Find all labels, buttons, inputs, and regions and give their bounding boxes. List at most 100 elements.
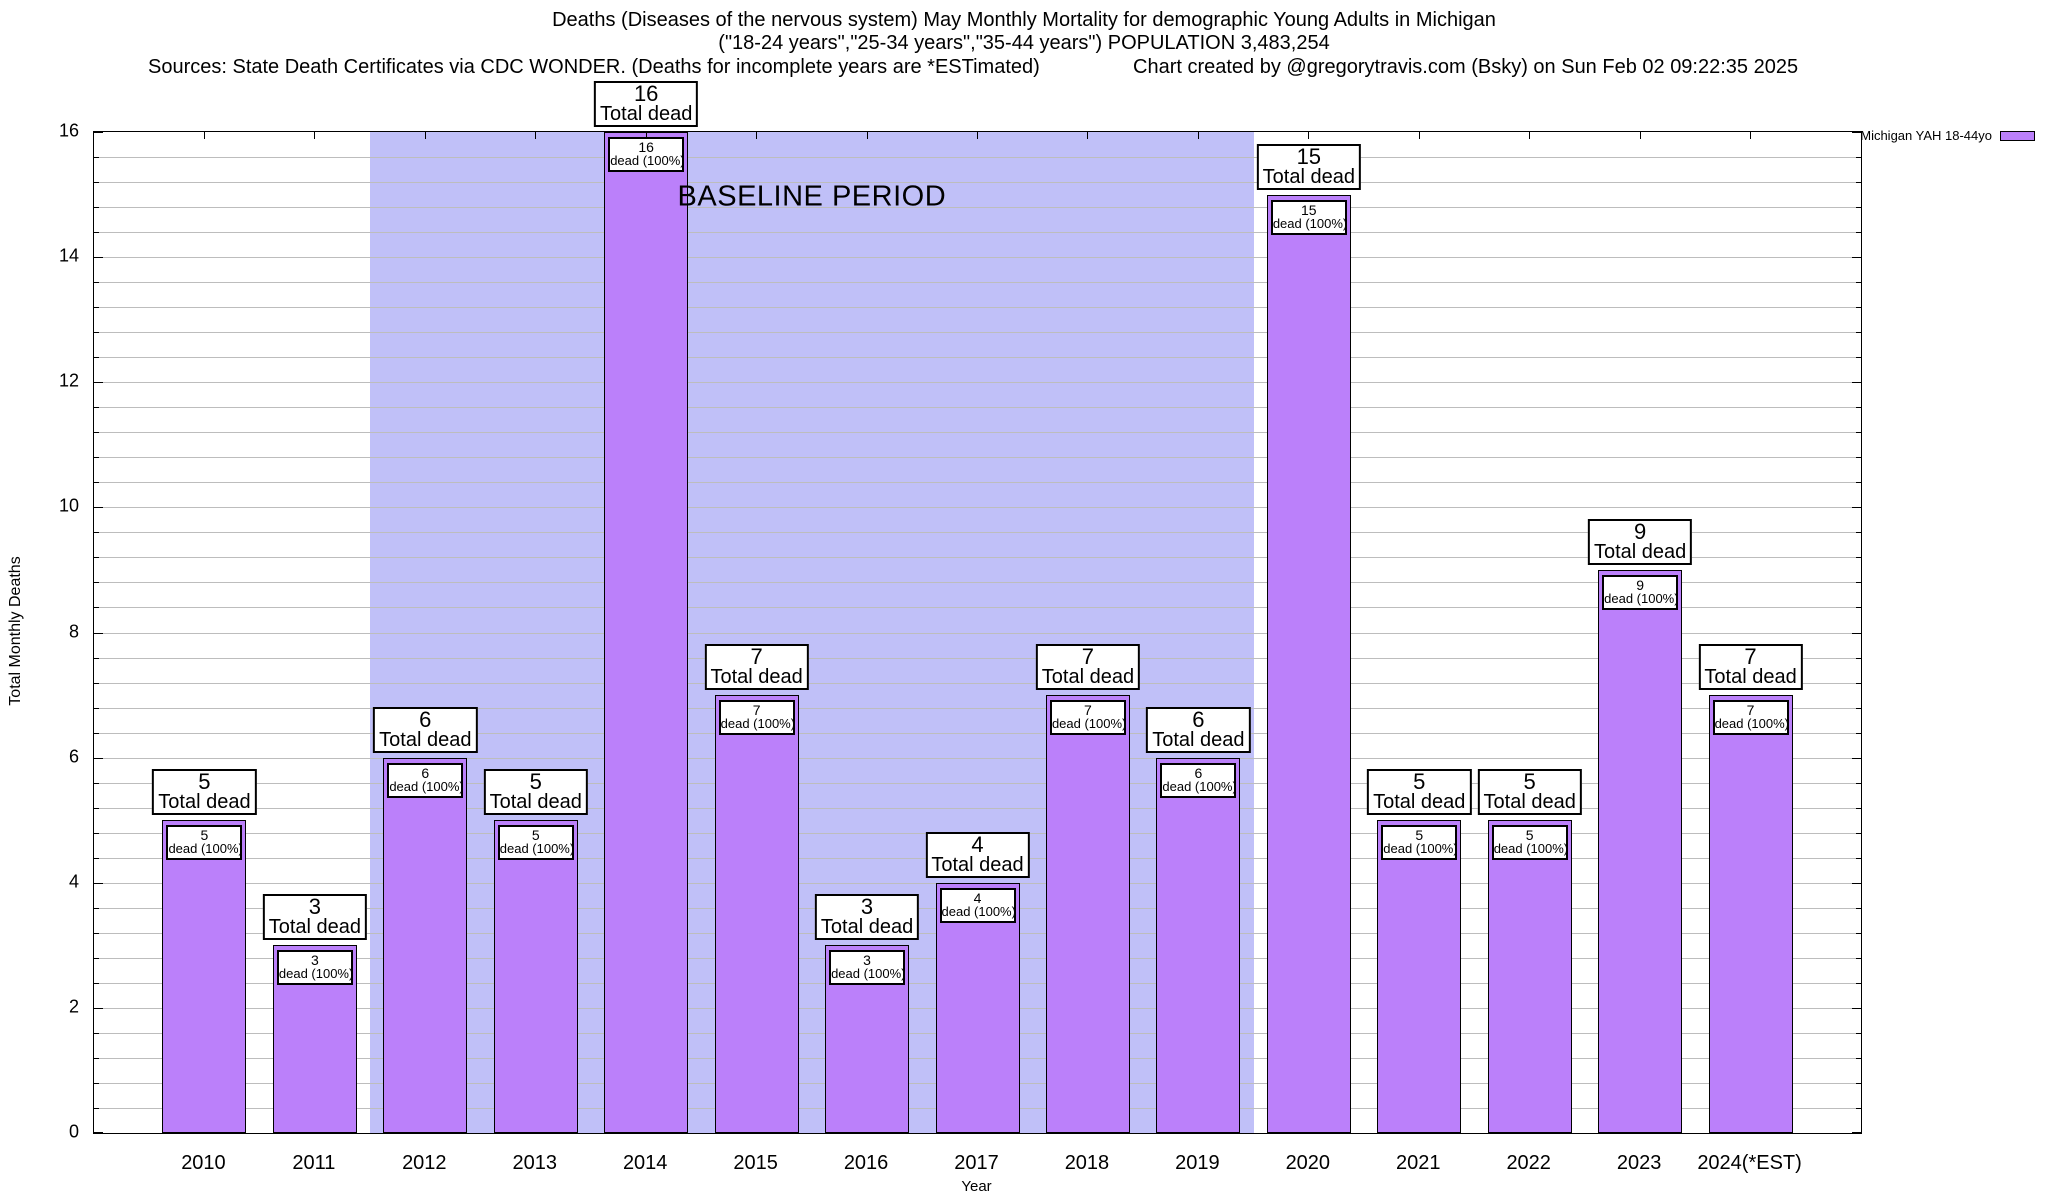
- gridline: [94, 307, 1861, 309]
- y-major-tick: [1852, 632, 1861, 634]
- bar-total-label-2022: 5 Total dead: [1477, 769, 1582, 816]
- x-top-tick: [424, 132, 426, 139]
- bar-total-caption: Total dead: [1041, 666, 1135, 689]
- bar-total-value: 6: [1192, 706, 1205, 732]
- bar-total-value: 5: [529, 769, 542, 795]
- y-minor-tick: [1856, 807, 1861, 809]
- gridline: [94, 157, 1861, 159]
- x-tick-label-2012: 2012: [402, 1152, 447, 1174]
- bar-total-label-2013: 5 Total dead: [483, 769, 588, 816]
- y-minor-tick: [94, 557, 99, 559]
- y-minor-tick: [94, 732, 99, 734]
- x-tick-label-2018: 2018: [1064, 1152, 1110, 1174]
- y-major-tick: [94, 507, 103, 509]
- bar-total-label-2023: 9 Total dead: [1587, 518, 1693, 565]
- y-tick-label: 16: [58, 120, 79, 141]
- gridline: [94, 432, 1861, 434]
- y-minor-tick: [94, 1082, 99, 1084]
- gridline: [94, 607, 1861, 609]
- bar-inner-value: 5: [531, 827, 540, 844]
- y-tick-label: 8: [68, 621, 79, 641]
- bar-inner-caption: dead (100%): [720, 716, 796, 732]
- y-minor-tick: [94, 432, 99, 434]
- y-minor-tick: [1856, 657, 1861, 659]
- bar-total-label-2019: 6 Total dead: [1146, 706, 1251, 753]
- x-top-tick: [1750, 132, 1752, 139]
- bar-inner-caption: dead (100%): [831, 966, 906, 982]
- x-tick-label-2020: 2020: [1285, 1152, 1331, 1174]
- x-tick-label-2016: 2016: [843, 1152, 889, 1174]
- y-major-tick: [94, 1132, 103, 1133]
- y-minor-tick: [94, 582, 99, 584]
- bar-total-label-2017: 4 Total dead: [925, 831, 1030, 878]
- y-tick-label: 0: [68, 1121, 79, 1142]
- bar-inner-caption: dead (100%): [389, 778, 464, 794]
- bar-2014: [604, 132, 689, 1133]
- y-minor-tick: [1856, 782, 1861, 784]
- bar-total-value: 3: [860, 894, 874, 920]
- gridline: [94, 682, 1861, 684]
- bar-total-caption: Total dead: [268, 916, 362, 939]
- plot-area: BASELINE PERIOD 5 dead (100%) 5 Total dead 3…: [93, 81, 1862, 1134]
- y-minor-tick: [1856, 157, 1861, 159]
- bar-total-value: 3: [308, 894, 321, 920]
- y-minor-tick: [1856, 357, 1861, 359]
- gridline: [94, 282, 1861, 284]
- y-minor-tick: [1856, 732, 1861, 734]
- bar-total-value: 7: [1081, 644, 1095, 670]
- bar-inner-label-2024(*EST): 7 dead (100%): [1712, 700, 1790, 736]
- y-minor-tick: [94, 807, 99, 809]
- y-minor-tick: [94, 982, 99, 984]
- y-minor-tick: [1856, 857, 1861, 859]
- y-minor-tick: [94, 1057, 99, 1059]
- bar-inner-value: 7: [752, 702, 761, 719]
- bar-inner-caption: dead (100%): [168, 841, 243, 857]
- y-minor-tick: [1856, 1057, 1861, 1059]
- y-major-tick: [94, 1007, 103, 1009]
- bar-inner-label-2023: 9 dead (100%): [1602, 574, 1679, 610]
- gridline: [94, 232, 1861, 234]
- gridline: [94, 507, 1861, 509]
- x-tick-label-2015: 2015: [733, 1152, 778, 1174]
- x-top-tick: [1639, 132, 1641, 139]
- bar-inner-caption: dead (100%): [499, 841, 575, 857]
- bar-inner-label-2017: 4 dead (100%): [939, 887, 1016, 923]
- y-minor-tick: [1856, 557, 1861, 559]
- bar-inner-label-2010: 5 dead (100%): [166, 825, 243, 861]
- gridline: [94, 532, 1861, 534]
- gridline: [94, 357, 1861, 359]
- y-minor-tick: [94, 932, 99, 934]
- y-minor-tick: [1856, 182, 1861, 184]
- y-major-tick: [1852, 382, 1861, 384]
- baseline-period-label: BASELINE PERIOD: [677, 180, 947, 213]
- bar-2019: [1156, 757, 1241, 1133]
- x-top-tick: [1197, 132, 1199, 139]
- y-tick-label: 6: [68, 746, 79, 767]
- y-minor-tick: [1856, 682, 1861, 684]
- y-minor-tick: [94, 407, 99, 409]
- gridline: [94, 457, 1861, 459]
- bar-inner-caption: dead (100%): [1604, 590, 1679, 606]
- gridline: [94, 707, 1861, 709]
- x-top-tick: [1529, 132, 1531, 139]
- y-major-tick: [1852, 257, 1861, 259]
- bar-total-caption: Total dead: [1704, 666, 1797, 689]
- bar-total-value: 7: [750, 644, 763, 670]
- gridline: [94, 182, 1861, 184]
- bar-inner-caption: dead (100%): [1493, 841, 1569, 857]
- bar-2010: [162, 820, 247, 1133]
- bar-inner-label-2013: 5 dead (100%): [497, 825, 575, 861]
- y-minor-tick: [94, 707, 99, 709]
- y-minor-tick: [1856, 707, 1861, 709]
- bar-total-value: 4: [971, 831, 984, 857]
- bar-total-value: 9: [1633, 518, 1647, 544]
- y-axis-title: Total Monthly Deaths: [7, 556, 24, 706]
- bar-2022: [1487, 820, 1572, 1133]
- bar-total-caption: Total dead: [379, 728, 472, 751]
- y-major-tick: [1852, 507, 1861, 509]
- y-minor-tick: [94, 1032, 99, 1034]
- y-minor-tick: [94, 782, 99, 784]
- bar-total-label-2010: 5 Total dead: [152, 769, 257, 816]
- x-top-tick: [203, 132, 205, 139]
- bar-inner-caption: dead (100%): [1714, 716, 1790, 732]
